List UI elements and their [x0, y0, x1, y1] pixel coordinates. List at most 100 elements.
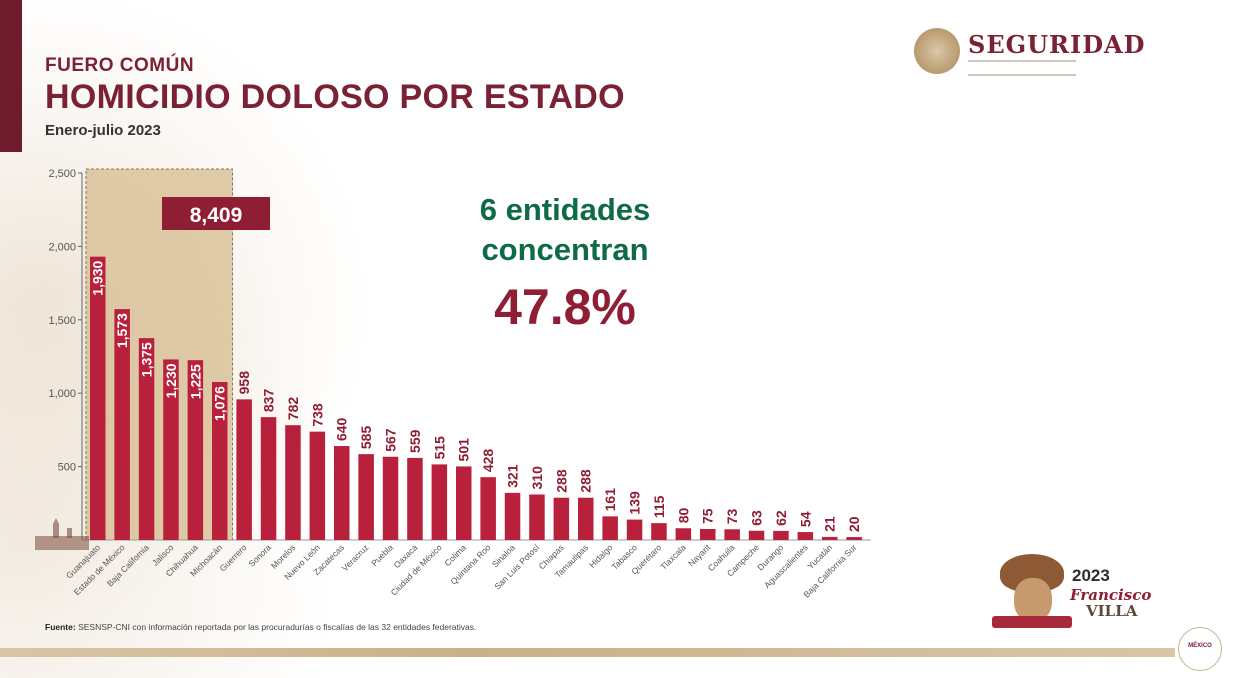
bar-value-label: 310 — [529, 466, 545, 490]
bar — [309, 431, 326, 540]
bar — [334, 446, 350, 540]
bar-value-label: 139 — [627, 491, 643, 515]
bar-value-label: 640 — [334, 417, 350, 441]
bar-value-label: 501 — [456, 438, 472, 462]
bar-value-label: 567 — [383, 428, 399, 452]
category-label: Veracruz — [340, 542, 371, 573]
bar-value-label: 21 — [822, 516, 838, 532]
bar — [456, 466, 472, 540]
bar-value-label: 837 — [261, 389, 277, 413]
villa-portrait-icon — [1014, 578, 1052, 622]
headline-line1: 6 entidades — [479, 192, 651, 227]
highlight-total-box — [162, 197, 270, 230]
bar — [260, 417, 277, 540]
eagle-seal-icon — [914, 28, 960, 74]
category-label: Puebla — [369, 542, 395, 568]
bar — [724, 529, 740, 540]
bar-value-label: 75 — [700, 508, 716, 524]
highlight-total-label: 8,409 — [190, 204, 243, 227]
y-tick-label: 2,000 — [48, 241, 76, 253]
bar — [358, 454, 374, 540]
villa-name-line2: VILLA — [1086, 602, 1138, 620]
bar — [90, 256, 106, 540]
headline-line2: concentran — [481, 232, 649, 267]
bar-value-label: 559 — [407, 429, 423, 453]
source-label: Fuente: — [45, 622, 76, 632]
bar — [797, 532, 814, 540]
bar-value-label: 73 — [724, 508, 740, 524]
bar — [748, 530, 765, 540]
y-tick-label: 2,500 — [48, 168, 76, 180]
page-subtitle: Enero-julio 2023 — [45, 122, 161, 139]
footer-band — [0, 648, 1175, 657]
highlight-box — [85, 168, 233, 541]
bar — [773, 530, 789, 540]
bar — [236, 399, 252, 540]
page-title: HOMICIDIO DOLOSO POR ESTADO — [45, 78, 625, 116]
bar — [578, 497, 594, 540]
bar — [675, 528, 692, 540]
bar — [602, 516, 618, 540]
source-text: SESNSP-CNI con información reportada por… — [78, 622, 477, 632]
logo-name: SEGURIDAD — [968, 30, 1146, 59]
bar-value-label: 958 — [236, 371, 252, 395]
bar-value-label: 1,225 — [187, 364, 203, 399]
bar-value-label: 63 — [749, 510, 765, 526]
bar — [138, 338, 155, 540]
bar — [212, 382, 228, 540]
villa-banner — [992, 616, 1072, 628]
town-silhouette-icon — [35, 518, 89, 550]
headline-percent: 47.8% — [494, 279, 636, 335]
bar — [700, 528, 716, 540]
bar-value-label: 428 — [480, 449, 496, 473]
bar — [382, 456, 399, 540]
seguridad-logo: SEGURIDAD — [914, 28, 1144, 78]
bar-value-label: 80 — [675, 507, 691, 523]
bar — [553, 497, 570, 540]
bar — [480, 477, 496, 540]
bar-value-label: 161 — [602, 488, 618, 512]
category-label: Aguascalientes — [762, 542, 810, 590]
bar-value-label: 20 — [846, 516, 862, 532]
gob-badge-text: MÉXICO — [1188, 643, 1212, 649]
bar — [846, 537, 862, 540]
bar-value-label: 62 — [773, 510, 789, 526]
bar-value-label: 321 — [505, 464, 521, 488]
y-tick-label: 1,500 — [48, 315, 76, 327]
bar-value-label: 782 — [285, 397, 301, 421]
bar-chart: 8,4095001,0001,5002,0002,5001,930Guanaju… — [48, 168, 871, 600]
bar-value-label: 1,930 — [90, 260, 106, 295]
y-tick-label: 500 — [58, 462, 76, 474]
bar — [407, 457, 423, 540]
bar-value-label: 585 — [358, 426, 374, 450]
bar-value-label: 54 — [797, 511, 813, 527]
bar-value-label: 1,375 — [139, 342, 155, 377]
bar — [114, 309, 130, 540]
gobierno-mexico-badge: MÉXICO — [1178, 627, 1222, 671]
bar-value-label: 515 — [431, 436, 447, 460]
bar-value-label: 288 — [553, 469, 569, 493]
header-kicker: FUERO COMÚN — [45, 55, 195, 76]
bar-value-label: 115 — [651, 495, 667, 518]
francisco-villa-badge: 2023 Francisco VILLA — [990, 548, 1151, 638]
bar-value-label: 1,076 — [212, 386, 228, 421]
bar — [822, 536, 838, 540]
bar — [626, 519, 643, 540]
bar — [285, 425, 301, 540]
bar-value-label: 1,230 — [163, 363, 179, 398]
bar-value-label: 1,573 — [114, 313, 130, 348]
bar-value-label: 288 — [578, 469, 594, 493]
category-label: Guerrero — [217, 542, 248, 573]
bar — [529, 494, 545, 540]
bar — [163, 359, 179, 540]
bar — [187, 360, 204, 540]
left-accent-bar — [0, 0, 22, 152]
y-tick-label: 1,000 — [48, 388, 76, 400]
logo-subtext-lines — [968, 60, 1076, 76]
bar — [651, 523, 667, 540]
villa-name-line1: Francisco — [1070, 586, 1152, 604]
category-label: Tlaxcala — [658, 542, 688, 572]
bar-value-label: 738 — [309, 403, 325, 427]
bar — [504, 492, 521, 540]
source-note: Fuente: SESNSP-CNI con información repor… — [45, 622, 476, 632]
